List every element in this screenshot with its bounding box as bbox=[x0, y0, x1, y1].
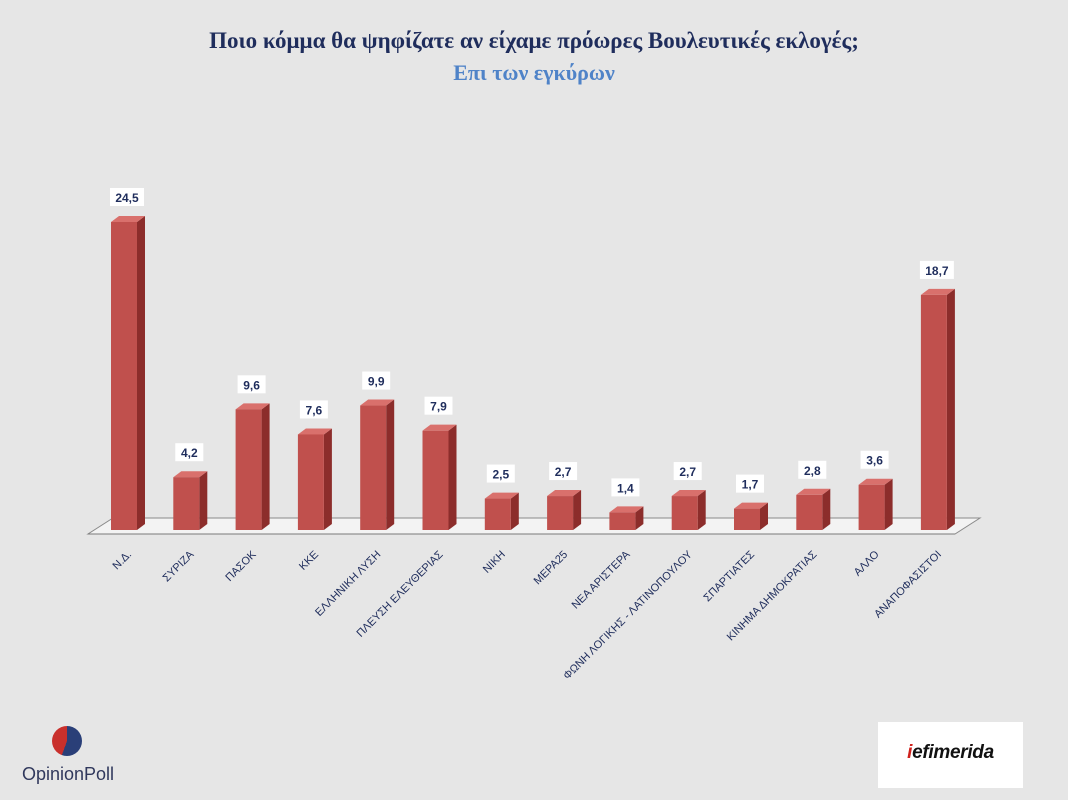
data-label: 18,7 bbox=[925, 264, 949, 278]
data-label: 9,9 bbox=[368, 375, 385, 389]
bar-side bbox=[199, 471, 208, 530]
data-label-box bbox=[362, 371, 391, 390]
bar-side bbox=[946, 288, 955, 530]
bar-side bbox=[697, 490, 706, 530]
data-label-box bbox=[919, 260, 954, 279]
bar-side bbox=[510, 492, 519, 530]
data-label: 4,2 bbox=[181, 446, 198, 460]
bar bbox=[360, 405, 387, 530]
chart-floor bbox=[86, 517, 982, 535]
bar bbox=[111, 222, 137, 530]
bar-side bbox=[884, 478, 893, 530]
bar bbox=[671, 496, 698, 530]
bar-top bbox=[235, 403, 270, 410]
data-label-box bbox=[299, 400, 328, 419]
iefimerida-logo-rest: efimerida bbox=[912, 742, 994, 763]
bar-top bbox=[547, 490, 582, 497]
category-label: ΝΕΑ ΑΡΙΣΤΕΡΑ bbox=[570, 548, 633, 611]
bar-side bbox=[822, 488, 831, 530]
category-label: ΣΥΡΙΖΑ bbox=[161, 548, 197, 584]
data-label: 1,4 bbox=[617, 481, 634, 495]
bar-top bbox=[111, 216, 145, 222]
bar-top bbox=[484, 492, 519, 499]
data-label: 2,7 bbox=[679, 465, 696, 479]
bar-top bbox=[422, 424, 457, 431]
bar bbox=[422, 430, 449, 530]
data-label: 9,6 bbox=[243, 378, 260, 392]
category-label: ΕΛΛΗΝΙΚΗ ΛΥΣΗ bbox=[313, 549, 383, 619]
data-label-box bbox=[860, 450, 889, 469]
bar bbox=[609, 512, 636, 530]
category-label: Ν.Δ. bbox=[110, 549, 134, 573]
opinion-poll-logo: OpinionPoll bbox=[18, 726, 118, 788]
chart-subtitle: Επι των εγκύρων bbox=[453, 60, 615, 85]
bar bbox=[796, 494, 823, 530]
data-label-box bbox=[549, 462, 578, 481]
bar bbox=[920, 294, 947, 530]
bar-side bbox=[760, 502, 768, 530]
data-label: 1,7 bbox=[742, 478, 759, 492]
opinion-poll-logo-icon bbox=[52, 726, 82, 756]
bar bbox=[858, 484, 885, 530]
bar bbox=[297, 434, 324, 530]
bar-top bbox=[609, 506, 644, 513]
data-label-box bbox=[175, 443, 204, 462]
bar-top bbox=[796, 488, 831, 495]
iefimerida-logo-text: iefimerida bbox=[878, 742, 1023, 764]
bar bbox=[547, 496, 574, 530]
opinion-poll-logo-text: OpinionPoll bbox=[21, 764, 115, 784]
bar-top bbox=[858, 478, 893, 485]
data-label-box bbox=[673, 462, 702, 481]
category-label: ΑΛΛΟ bbox=[852, 548, 882, 578]
bar-top bbox=[297, 428, 332, 435]
bar bbox=[173, 477, 200, 530]
data-label: 7,9 bbox=[430, 400, 447, 414]
data-label-box bbox=[798, 460, 827, 479]
data-label: 2,8 bbox=[804, 464, 821, 478]
bar-side bbox=[261, 403, 270, 530]
data-label: 7,6 bbox=[306, 403, 323, 417]
category-label: ΦΩΝΗ ΛΟΓΙΚΗΣ - ΛΑΤΙΝΟΠΟΥΛΟΥ bbox=[561, 548, 695, 682]
bar-side bbox=[635, 506, 644, 530]
bar-side bbox=[386, 399, 395, 530]
data-label-box bbox=[611, 478, 640, 497]
iefimerida-logo: iefimerida bbox=[878, 722, 1023, 788]
category-label: ΚΚΕ bbox=[297, 549, 321, 573]
bar-top bbox=[920, 288, 955, 295]
bar-top bbox=[173, 471, 208, 478]
data-label: 3,6 bbox=[866, 454, 883, 468]
bar-side bbox=[448, 424, 457, 530]
data-label: 24,5 bbox=[115, 191, 139, 205]
data-label: 2,7 bbox=[555, 465, 572, 479]
data-label: 2,5 bbox=[492, 468, 509, 482]
data-label-box bbox=[424, 396, 453, 415]
category-label: ΑΝΑΠΟΦΑΣΙΣΤΟΙ bbox=[872, 549, 944, 621]
bar-side bbox=[573, 490, 582, 530]
data-label-box bbox=[110, 188, 144, 206]
data-label-box bbox=[736, 474, 764, 493]
iefimerida-logo-prefix: i bbox=[907, 742, 913, 763]
category-label: ΝΙΚΗ bbox=[481, 549, 508, 576]
category-label: ΜΕΡΑ25 bbox=[532, 549, 571, 588]
bar-side bbox=[137, 216, 145, 530]
data-label-box bbox=[237, 375, 266, 394]
bar bbox=[235, 409, 262, 530]
bar-top bbox=[734, 502, 768, 509]
bar bbox=[484, 498, 511, 530]
category-label: ΠΑΣΟΚ bbox=[223, 548, 259, 584]
bar bbox=[734, 508, 760, 530]
bar-top bbox=[671, 490, 706, 497]
data-label-box bbox=[486, 464, 515, 483]
bar-top bbox=[360, 399, 395, 406]
bar-side bbox=[323, 428, 332, 530]
chart-title: Ποιο κόμμα θα ψηφίζατε αν είχαμε πρόωρες… bbox=[209, 28, 859, 53]
category-label: ΣΠΑΡΤΙΑΤΕΣ bbox=[702, 549, 758, 605]
